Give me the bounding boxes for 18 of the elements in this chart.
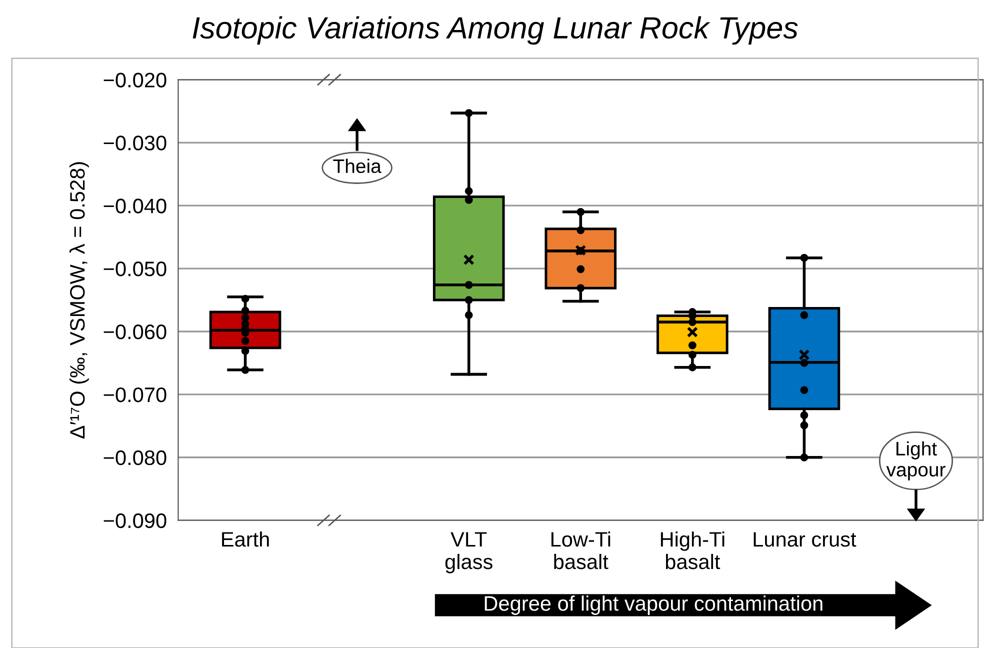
- text: Degree of light vapour contamination: [484, 596, 822, 615]
- y-tick-label: −0.080: [104, 450, 166, 466]
- x-tick-label: VLT glass: [445, 532, 492, 574]
- y-tick-label: −0.060: [104, 324, 166, 340]
- y-tick-label: −0.040: [104, 198, 166, 214]
- x-tick-label: High-Ti basalt: [660, 531, 724, 570]
- y-tick-label: −0.050: [104, 262, 166, 276]
- y-tick-label: −0.090: [104, 513, 166, 528]
- y-tick-label: −0.020: [104, 72, 166, 88]
- annotation: Theia: [333, 158, 382, 174]
- x-tick-label: Lunar crust: [754, 532, 856, 547]
- y-tick-label: −0.030: [104, 136, 166, 150]
- x-tick-label: Low-Ti basalt: [551, 531, 610, 570]
- x-tick-label: Earth: [222, 531, 269, 547]
- chart-title: Isotopic Variations Among Lunar Rock Types: [192, 16, 798, 45]
- y-tick-label: −0.070: [104, 387, 166, 402]
- y-axis-title: Δ′¹⁷O (‰, VSMOW, λ = 0.528): [69, 162, 89, 439]
- annotation: Light vapour: [886, 441, 946, 480]
